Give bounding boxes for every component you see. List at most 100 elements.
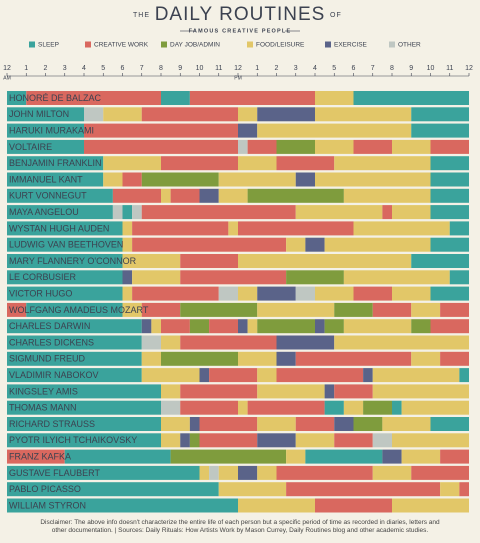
person-name: LE CORBUSIER: [9, 272, 77, 282]
activity-block: [161, 417, 190, 431]
activity-block: [411, 351, 441, 366]
activity-block: [84, 107, 104, 122]
activity-block: [7, 449, 65, 464]
person-name: HARUKI MURAKAMI: [9, 125, 94, 135]
activity-block: [411, 123, 469, 138]
legend-label: EXERCISE: [334, 42, 368, 49]
activity-block: [238, 400, 248, 415]
activity-block: [257, 384, 325, 399]
activity-block: [180, 302, 258, 317]
activity-block: [411, 107, 469, 122]
activity-block: [382, 205, 392, 220]
person-name: VICTOR HUGO: [9, 288, 72, 298]
person-name: WOLFGANG AMADEUS MOZART: [9, 305, 149, 315]
activity-block: [440, 302, 469, 317]
activity-block: [392, 433, 469, 448]
activity-block: [276, 335, 335, 350]
activity-block: [170, 449, 287, 464]
activity-block: [372, 465, 412, 480]
activity-block: [440, 351, 469, 366]
activity-block: [286, 270, 344, 285]
activity-block: [324, 384, 335, 399]
activity-block: [112, 205, 123, 220]
activity-block: [132, 205, 142, 220]
x-tick-label: 12: [3, 65, 11, 72]
person-name: VOLTAIRE: [9, 142, 52, 152]
person-name: CHARLES DICKENS: [9, 337, 94, 347]
activity-block: [7, 319, 142, 334]
activity-block: [334, 433, 373, 448]
activity-block: [372, 302, 412, 317]
activity-block: [276, 465, 373, 480]
activity-block: [430, 139, 469, 154]
activity-block: [7, 335, 142, 350]
activity-block: [161, 188, 171, 203]
person-name: KINGSLEY AMIS: [9, 386, 78, 396]
activity-block: [411, 465, 469, 480]
x-tick-label: 11: [215, 65, 222, 72]
person-name: THOMAS MANN: [9, 403, 77, 413]
activity-block: [392, 139, 431, 154]
legend-label: DAY JOB/ADMIN: [170, 42, 220, 49]
x-tick-label: 8: [159, 65, 163, 72]
activity-block: [7, 482, 219, 497]
x-tick-label: 5: [101, 65, 105, 72]
activity-block: [84, 123, 238, 138]
activity-block: [26, 302, 123, 317]
activity-block: [315, 286, 354, 301]
activity-block: [286, 482, 441, 497]
activity-block: [7, 91, 27, 105]
x-tick-label: 2: [275, 65, 279, 72]
legend-label: CREATIVE WORK: [94, 42, 149, 49]
activity-block: [305, 237, 325, 252]
rows: HONORÉ DE BALZAC JOHN MILTON HARUKI MURAKA…: [7, 91, 469, 513]
activity-block: [132, 237, 287, 252]
activity-block: [161, 351, 238, 366]
x-tick-label: 10: [427, 65, 435, 72]
activity-block: [334, 302, 373, 317]
x-tick-label: 12: [234, 65, 242, 72]
activity-block: [228, 221, 238, 236]
activity-block: [180, 270, 287, 285]
activity-block: [459, 368, 469, 383]
activity-block: [430, 188, 469, 203]
activity-block: [382, 417, 431, 431]
activity-block: [324, 237, 431, 252]
activity-block: [122, 302, 142, 317]
activity-block: [189, 91, 315, 105]
x-tick-label: 10: [196, 65, 204, 72]
activity-block: [141, 335, 161, 350]
activity-block: [161, 335, 181, 350]
activity-block: [363, 400, 392, 415]
legend-swatch: [325, 41, 331, 48]
activity-block: [305, 449, 383, 464]
activity-block: [276, 156, 335, 171]
activity-block: [372, 433, 392, 448]
activity-block: [247, 319, 258, 334]
activity-block: [257, 368, 277, 383]
activity-block: [122, 270, 133, 285]
person-name: HONORÉ DE BALZAC: [9, 93, 102, 103]
activity-block: [411, 319, 431, 334]
activity-block: [189, 417, 200, 431]
activity-block: [84, 139, 238, 154]
activity-block: [315, 139, 354, 154]
activity-block: [411, 302, 441, 317]
activity-block: [103, 156, 161, 171]
person-name: CHARLES DARWIN: [9, 321, 90, 331]
activity-block: [440, 449, 469, 464]
activity-block: [189, 319, 210, 334]
activity-block: [218, 188, 248, 203]
activity-block: [257, 465, 277, 480]
activity-block: [199, 368, 210, 383]
activity-block: [430, 417, 469, 431]
activity-block: [112, 188, 161, 203]
activity-block: [122, 286, 133, 301]
activity-block: [276, 351, 296, 366]
activity-block: [238, 465, 258, 480]
activity-block: [411, 254, 469, 268]
activity-block: [430, 205, 469, 220]
activity-block: [199, 465, 210, 480]
legend: SLEEP CREATIVE WORK DAY JOB/ADMIN FOOD/LEIS…: [29, 41, 421, 49]
